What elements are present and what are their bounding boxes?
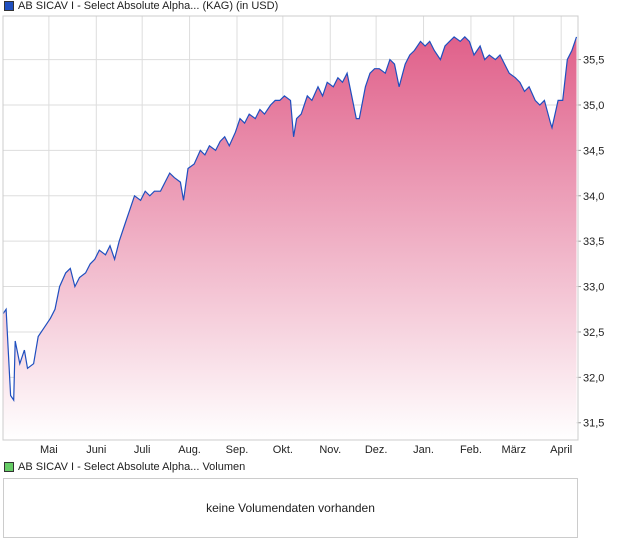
price-legend-label: AB SICAV I - Select Absolute Alpha... (K… [18, 0, 279, 12]
volume-empty-message: keine Volumendaten vorhanden [206, 501, 375, 515]
price-area [3, 36, 577, 441]
x-tick-label: Mai [40, 444, 58, 456]
volume-panel: keine Volumendaten vorhanden [3, 478, 578, 538]
y-tick-label: 32,5 [583, 327, 604, 339]
y-tick-label: 31,5 [583, 418, 604, 430]
x-tick-label: Okt. [273, 444, 293, 456]
x-tick-label: Juni [86, 444, 106, 456]
y-tick-label: 32,0 [583, 372, 604, 384]
price-chart: Mai Juni Juli Aug. Sep. Okt. Nov. Dez. Jan. Feb. M… [2, 15, 604, 456]
x-tick-label: Sep. [226, 444, 249, 456]
plot-frame [2, 15, 579, 441]
y-tick-label: 34,0 [583, 191, 604, 203]
y-tick-label: 35,5 [583, 55, 604, 67]
x-tick-label: Juli [134, 444, 151, 456]
x-tick-label: Dez. [365, 444, 388, 456]
price-legend-swatch [4, 1, 14, 11]
y-tick-label: 33,5 [583, 236, 604, 248]
volume-legend-swatch [4, 462, 14, 472]
y-tick-label: 33,0 [583, 282, 604, 294]
x-tick-label: März [502, 444, 526, 456]
volume-legend-label: AB SICAV I - Select Absolute Alpha... Vo… [18, 461, 246, 473]
x-tick-label: Jan. [413, 444, 434, 456]
x-tick-label: April [550, 444, 572, 456]
y-tick-label: 35,0 [583, 100, 604, 112]
x-tick-label: Aug. [178, 444, 201, 456]
x-tick-label: Feb. [460, 444, 482, 456]
price-legend: AB SICAV I - Select Absolute Alpha... (K… [4, 0, 278, 12]
volume-legend: AB SICAV I - Select Absolute Alpha... Vo… [4, 461, 245, 473]
y-tick-label: 34,5 [583, 145, 604, 157]
x-tick-label: Nov. [319, 444, 341, 456]
